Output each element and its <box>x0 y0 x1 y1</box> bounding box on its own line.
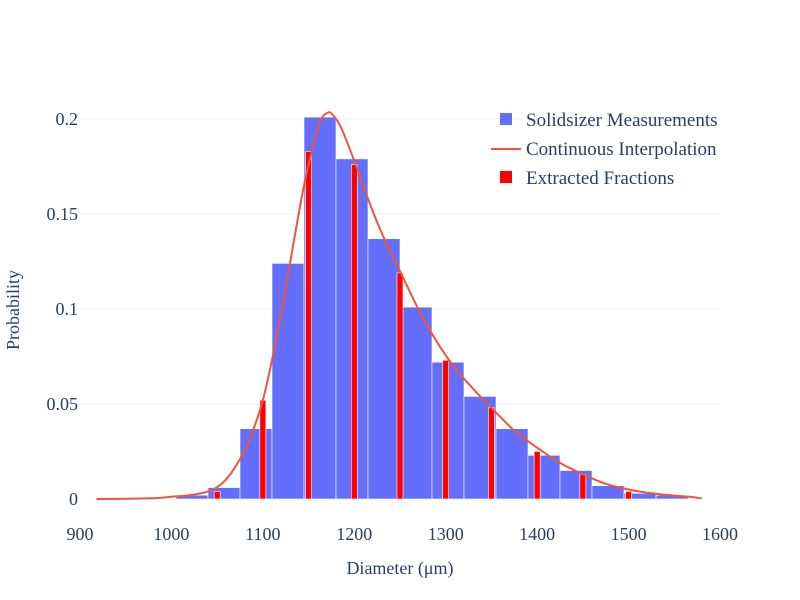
legend-swatch-extracted <box>500 171 512 183</box>
legend-swatch-measurements <box>500 113 512 125</box>
extracted-fraction-bar[interactable] <box>259 399 267 500</box>
y-tick-label: 0.2 <box>56 109 79 129</box>
legend-item-measurements[interactable]: Solidsizer Measurements <box>500 110 718 131</box>
y-tick-label: 0 <box>69 489 78 509</box>
x-tick-label: 1600 <box>702 524 738 544</box>
legend-item-interpolation[interactable]: Continuous Interpolation <box>491 139 717 160</box>
histogram-bar[interactable] <box>591 485 625 500</box>
x-tick-label: 900 <box>67 524 94 544</box>
extracted-fraction-bar[interactable] <box>625 491 632 500</box>
extracted-fraction-bar[interactable] <box>396 272 404 500</box>
extracted-fraction-bar[interactable] <box>442 359 450 500</box>
interpolation-curve <box>96 111 702 500</box>
extracted-fraction-bar[interactable] <box>213 491 221 500</box>
legend-item-extracted[interactable]: Extracted Fractions <box>500 168 674 189</box>
legend-label-interpolation: Continuous Interpolation <box>526 139 717 160</box>
y-tick-labels: 0 0.05 0.1 0.15 0.2 <box>47 109 79 509</box>
legend-label-measurements: Solidsizer Measurements <box>526 110 718 131</box>
histogram-bar[interactable] <box>367 238 401 500</box>
legend[interactable]: Solidsizer Measurements Continuous Inter… <box>491 110 718 189</box>
extracted-fraction-bar[interactable] <box>488 407 495 500</box>
x-tick-label: 1400 <box>519 524 555 544</box>
x-tick-label: 1200 <box>336 524 372 544</box>
y-tick-label: 0.1 <box>56 299 79 319</box>
x-tick-label: 1100 <box>245 524 280 544</box>
extracted-fraction-bar[interactable] <box>305 151 312 500</box>
y-axis-title: Probability <box>3 270 23 350</box>
x-tick-label: 1000 <box>153 524 189 544</box>
x-axis-title: Diameter (μm) <box>346 558 453 579</box>
y-tick-label: 0.05 <box>47 394 79 414</box>
extracted-fraction-bar[interactable] <box>579 473 587 500</box>
extracted-fraction-bar[interactable] <box>350 164 358 500</box>
histogram-bar[interactable] <box>527 454 561 500</box>
histogram-bar[interactable] <box>239 428 273 500</box>
histogram-bar[interactable] <box>495 428 529 500</box>
x-tick-label: 1500 <box>611 524 647 544</box>
extracted-fraction-bars <box>213 151 632 500</box>
legend-label-extracted: Extracted Fractions <box>526 168 674 189</box>
histogram-bar[interactable] <box>559 470 593 500</box>
interpolation-line[interactable] <box>96 111 702 500</box>
histogram-bar[interactable] <box>271 263 305 500</box>
x-tick-label: 1300 <box>428 524 464 544</box>
histogram-bar[interactable] <box>399 306 433 500</box>
y-tick-label: 0.15 <box>47 204 79 224</box>
extracted-fraction-bar[interactable] <box>533 451 541 500</box>
x-tick-labels: 900 1000 1100 1200 1300 1400 1500 1600 <box>67 524 739 544</box>
